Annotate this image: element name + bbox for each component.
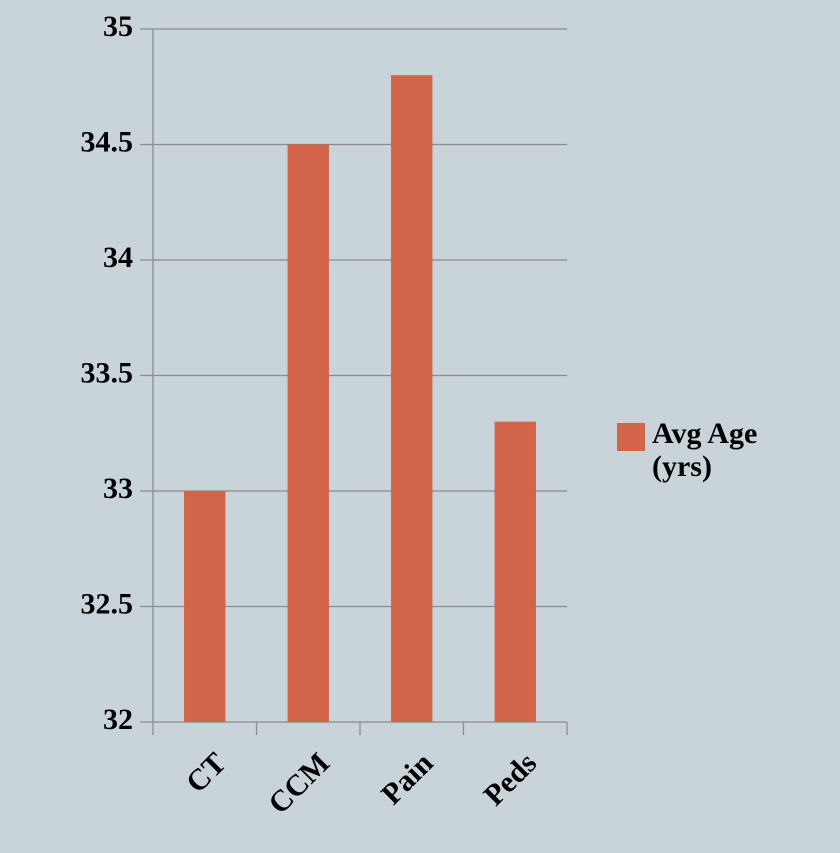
- legend-swatch: [617, 423, 645, 451]
- bar: [494, 421, 536, 722]
- y-tick-label: 32.5: [81, 587, 134, 620]
- bar: [391, 75, 433, 722]
- y-tick-label: 33.5: [81, 356, 134, 389]
- y-tick-label: 33: [103, 472, 133, 505]
- legend-label: Avg Age (yrs): [652, 417, 758, 483]
- y-tick-label: 35: [103, 10, 133, 43]
- legend-entry: Avg Age (yrs): [652, 417, 758, 483]
- y-tick-label: 34.5: [81, 125, 134, 158]
- y-tick-label: 34: [103, 241, 133, 274]
- bar: [184, 491, 226, 722]
- y-tick-label: 32: [103, 703, 133, 736]
- bar: [287, 144, 329, 722]
